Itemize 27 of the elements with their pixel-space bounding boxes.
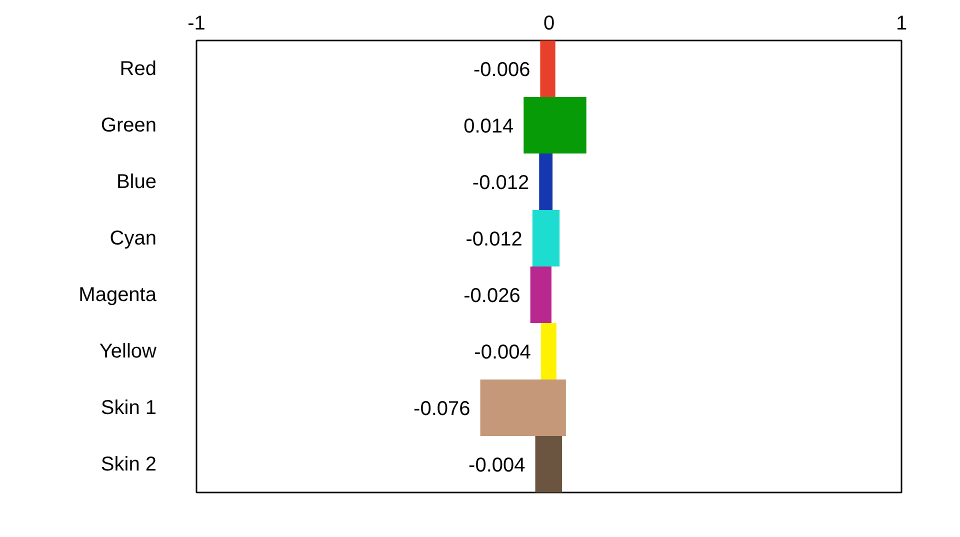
bar [532,210,560,266]
y-tick-label: Cyan [110,227,157,250]
y-tick-label: Skin 1 [100,396,157,419]
y-tick-label: Green [100,114,157,136]
bar [535,436,562,492]
y-tick-label: Blue [116,170,156,193]
annotation: -0.076 [414,398,470,420]
bar [480,380,566,436]
annotation: -0.006 [473,58,530,81]
x-tick-label: -1 [188,12,206,34]
annotation: -0.026 [464,284,520,307]
bar [540,323,556,380]
y-tick-label: Skin 2 [100,453,157,476]
annotation: -0.004 [468,454,526,476]
y-tick-label: Yellow [99,340,158,362]
bar [524,97,586,154]
bar [530,266,552,323]
y-tick-label: Red [120,58,157,80]
annotation: -0.012 [466,228,522,250]
x-tick-label: 0 [543,12,555,34]
annotation: -0.004 [474,341,531,364]
bar [540,40,556,97]
x-tick-label: 1 [896,12,908,34]
y-tick-label: Magenta [78,284,158,306]
annotation: -0.012 [472,172,530,194]
bar [539,154,553,210]
annotation: 0.014 [464,115,514,138]
